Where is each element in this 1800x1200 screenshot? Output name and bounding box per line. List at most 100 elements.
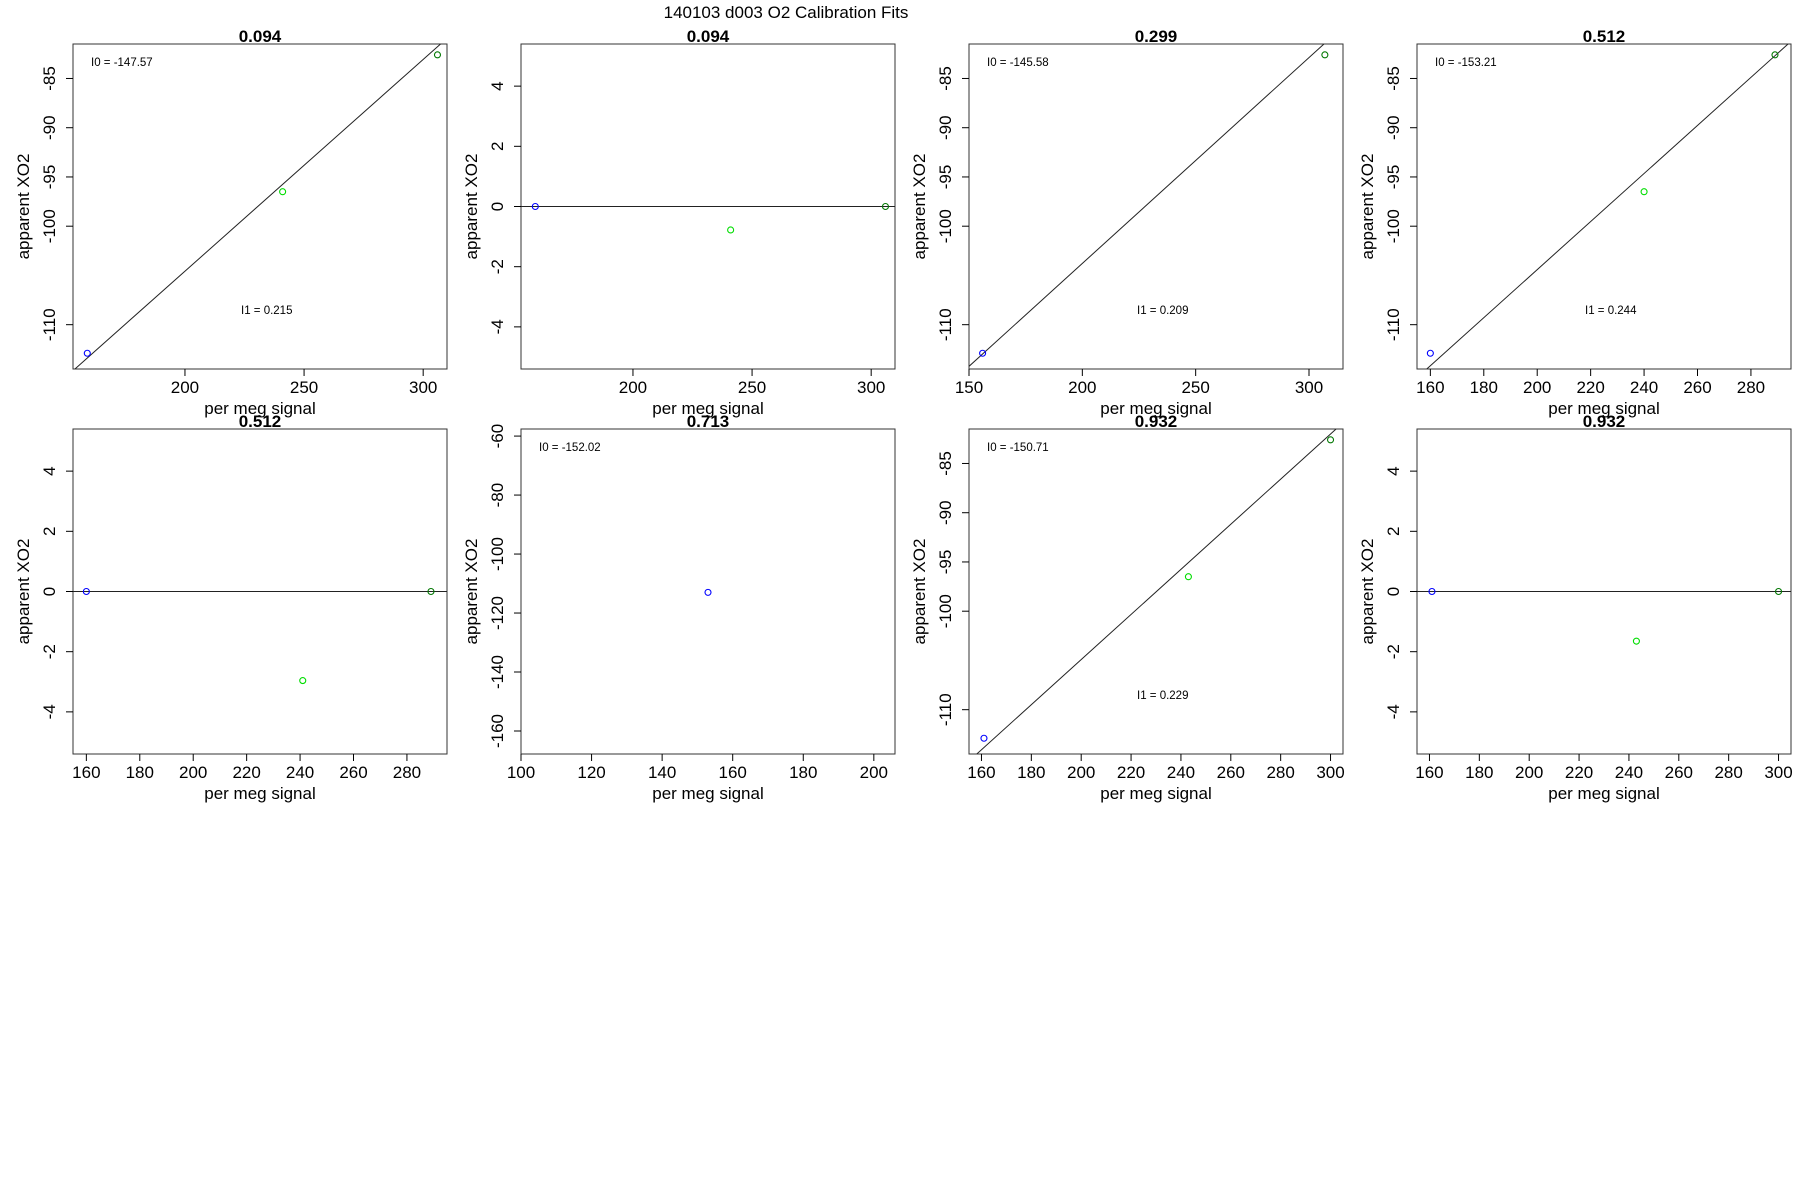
data-point bbox=[727, 226, 735, 234]
y-tick-label: -100 bbox=[936, 209, 955, 243]
panel-title: 0.512 bbox=[239, 412, 282, 431]
y-tick-label: -110 bbox=[936, 308, 955, 341]
y-tick-label: -85 bbox=[936, 451, 955, 476]
x-axis-label: per meg signal bbox=[1548, 399, 1660, 418]
y-axis: 4 2 0 -2 -4 apparent XO2 bbox=[14, 466, 73, 719]
y-tick-label: -4 bbox=[40, 704, 59, 719]
y-tick-label: -90 bbox=[936, 115, 955, 140]
intercept-label: I0 = -152.02 bbox=[539, 442, 601, 454]
x-tick-label: 250 bbox=[290, 378, 318, 397]
chart-panel: 0.512 160 180 200 220 240 260 280 per meg signal… bbox=[1358, 27, 1792, 418]
x-tick-label: 120 bbox=[577, 763, 605, 782]
data-point bbox=[881, 202, 890, 211]
y-tick-label: -90 bbox=[40, 115, 59, 140]
x-tick-label: 240 bbox=[1630, 378, 1658, 397]
x-axis: 160 180 200 220 240 260 280 per meg signal bbox=[1416, 369, 1765, 418]
x-tick-label: 200 bbox=[171, 378, 199, 397]
fit-line bbox=[969, 44, 1325, 367]
x-tick-label: 200 bbox=[860, 763, 888, 782]
y-tick-label: -90 bbox=[936, 500, 955, 525]
data-point bbox=[299, 677, 307, 685]
x-axis-label: per meg signal bbox=[204, 784, 316, 803]
y-tick-label: 4 bbox=[488, 81, 507, 90]
chart-panel: 0.299 150 200 250 300 per meg signal -85 -90 -95… bbox=[910, 27, 1344, 418]
y-tick-label: -110 bbox=[1384, 308, 1403, 341]
fit-line bbox=[74, 44, 442, 369]
y-axis: -60 -80 -100 -120 -140 -160 apparent XO2 bbox=[462, 424, 521, 748]
x-axis: 200 250 300 per meg signal bbox=[171, 369, 437, 418]
x-tick-label: 240 bbox=[286, 763, 314, 782]
data-point bbox=[433, 51, 442, 59]
y-tick-label: -95 bbox=[936, 550, 955, 575]
y-tick-label: -2 bbox=[40, 644, 59, 659]
data-point bbox=[82, 587, 90, 596]
panel-title: 0.094 bbox=[687, 27, 730, 46]
x-tick-label: 280 bbox=[393, 763, 421, 782]
x-tick-label: 300 bbox=[1316, 763, 1344, 782]
plot-frame bbox=[1416, 43, 1792, 370]
fit-line bbox=[1425, 44, 1789, 369]
y-tick-label: -85 bbox=[40, 66, 59, 91]
y-tick-label: 2 bbox=[488, 142, 507, 151]
x-tick-label: 160 bbox=[1415, 763, 1443, 782]
x-tick-label: 250 bbox=[738, 378, 766, 397]
panel-title: 0.713 bbox=[687, 412, 730, 431]
intercept-label: I0 = -145.58 bbox=[987, 57, 1049, 69]
data-point bbox=[1640, 188, 1648, 196]
y-axis: 4 2 0 -2 -4 apparent XO2 bbox=[1358, 466, 1417, 719]
x-axis: 160 180 200 220 240 260 280 300 per meg signal bbox=[967, 754, 1345, 803]
x-tick-label: 140 bbox=[648, 763, 676, 782]
y-tick-label: -2 bbox=[488, 259, 507, 274]
figure-title: 140103 d003 O2 Calibration Fits bbox=[664, 3, 909, 22]
y-axis: 4 2 0 -2 -4 apparent XO2 bbox=[462, 81, 521, 334]
data-point bbox=[1321, 51, 1329, 59]
data-point bbox=[1632, 637, 1640, 645]
slope-label: I1 = 0.215 bbox=[241, 305, 292, 317]
x-tick-label: 150 bbox=[955, 378, 983, 397]
y-tick-label: -100 bbox=[488, 537, 507, 571]
x-tick-label: 280 bbox=[1714, 763, 1742, 782]
y-tick-label: 2 bbox=[40, 527, 59, 536]
x-tick-label: 300 bbox=[857, 378, 885, 397]
x-axis-label: per meg signal bbox=[652, 399, 764, 418]
panel-title: 0.299 bbox=[1135, 27, 1178, 46]
x-axis: 100 120 140 160 180 200 per meg signal bbox=[507, 754, 888, 803]
x-tick-label: 220 bbox=[1565, 763, 1593, 782]
y-axis-label: apparent XO2 bbox=[14, 154, 33, 260]
data-point bbox=[1184, 573, 1192, 581]
y-tick-label: -85 bbox=[936, 66, 955, 91]
y-axis-label: apparent XO2 bbox=[462, 539, 481, 645]
x-axis: 150 200 250 300 per meg signal bbox=[955, 369, 1323, 418]
x-tick-label: 200 bbox=[1068, 378, 1096, 397]
y-axis: -85 -90 -95 -100 -110 apparent XO2 bbox=[910, 451, 969, 726]
y-tick-label: -95 bbox=[1384, 165, 1403, 190]
y-tick-label: -95 bbox=[40, 165, 59, 190]
chart-panel: 0.094 200 250 300 per meg signal 4 2 0 -2 -4 appar… bbox=[462, 27, 896, 418]
y-axis: -85 -90 -95 -100 -110 apparent XO2 bbox=[14, 66, 73, 341]
y-tick-label: -100 bbox=[40, 209, 59, 243]
x-tick-label: 200 bbox=[1523, 378, 1551, 397]
data-point bbox=[1774, 587, 1783, 596]
x-tick-label: 180 bbox=[126, 763, 154, 782]
x-tick-label: 300 bbox=[1295, 378, 1323, 397]
y-tick-label: -120 bbox=[488, 596, 507, 630]
x-tick-label: 220 bbox=[232, 763, 260, 782]
x-tick-label: 280 bbox=[1737, 378, 1765, 397]
x-tick-label: 160 bbox=[719, 763, 747, 782]
slope-label: I1 = 0.209 bbox=[1137, 305, 1188, 317]
data-point bbox=[279, 188, 287, 196]
fit-line bbox=[976, 429, 1337, 754]
y-tick-label: 0 bbox=[488, 202, 507, 211]
x-axis: 160 180 200 220 240 260 280 300 per meg signal bbox=[1415, 754, 1793, 803]
data-point bbox=[704, 588, 712, 596]
x-axis-label: per meg signal bbox=[1100, 399, 1212, 418]
panel-title: 0.932 bbox=[1135, 412, 1178, 431]
x-tick-label: 220 bbox=[1117, 763, 1145, 782]
y-axis: -85 -90 -95 -100 -110 apparent XO2 bbox=[1358, 66, 1417, 341]
data-point bbox=[1428, 587, 1436, 596]
x-axis-label: per meg signal bbox=[1100, 784, 1212, 803]
x-tick-label: 180 bbox=[789, 763, 817, 782]
y-tick-label: -60 bbox=[488, 424, 507, 449]
x-tick-label: 250 bbox=[1181, 378, 1209, 397]
